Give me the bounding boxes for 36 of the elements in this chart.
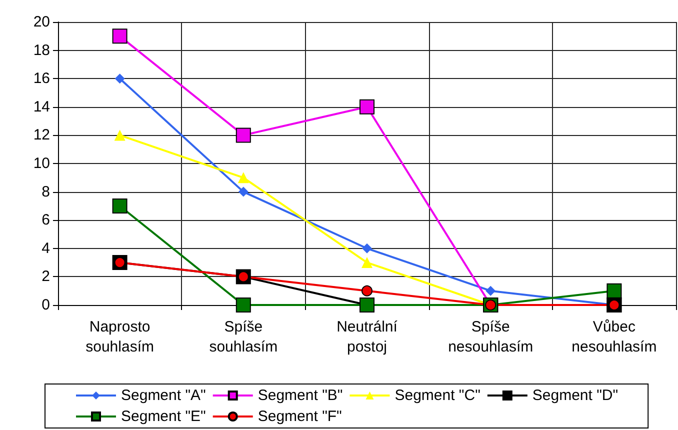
point [362,243,372,254]
point [486,286,496,296]
x-tick-label: Spíše nesouhlasím [448,318,534,356]
point [362,285,372,296]
y-tick-label: 20 [33,14,50,30]
point [112,28,128,44]
legend-label: Segment "F" [258,408,342,425]
y-tick-label: 0 [42,296,50,314]
point [236,128,251,143]
x-tick-label: Vůbec nesouhlasím [572,318,657,356]
x-tick-label: Naprosto souhlasím [86,318,154,356]
point [236,298,251,312]
y-tick-label: 4 [42,240,50,257]
point [112,198,128,214]
point [238,172,249,184]
x-tick-label: Neutrální postoj [336,318,398,356]
point [362,257,372,268]
legend-label: Segment "A" [121,387,206,404]
y-tick-label: 14 [33,98,50,116]
y-tick-label: 10 [33,155,50,172]
legend-label: Segment "C" [394,387,480,404]
legend-label: Segment "E" [121,408,206,425]
y-tick-label: 2 [42,268,50,286]
y-tick-label: 16 [33,70,50,88]
point [114,74,125,84]
legend-label: Segment "B" [258,387,343,404]
y-tick-label: 18 [33,42,50,59]
y-tick-label: 8 [42,183,50,200]
x-tick-label: Spíše souhlasím [209,318,278,356]
y-tick-label: 12 [33,126,50,144]
y-tick-label: 6 [42,212,50,229]
point [606,283,622,298]
point [238,186,248,197]
legend-label: Segment "D" [532,387,618,404]
point [114,130,126,141]
point [360,99,374,114]
